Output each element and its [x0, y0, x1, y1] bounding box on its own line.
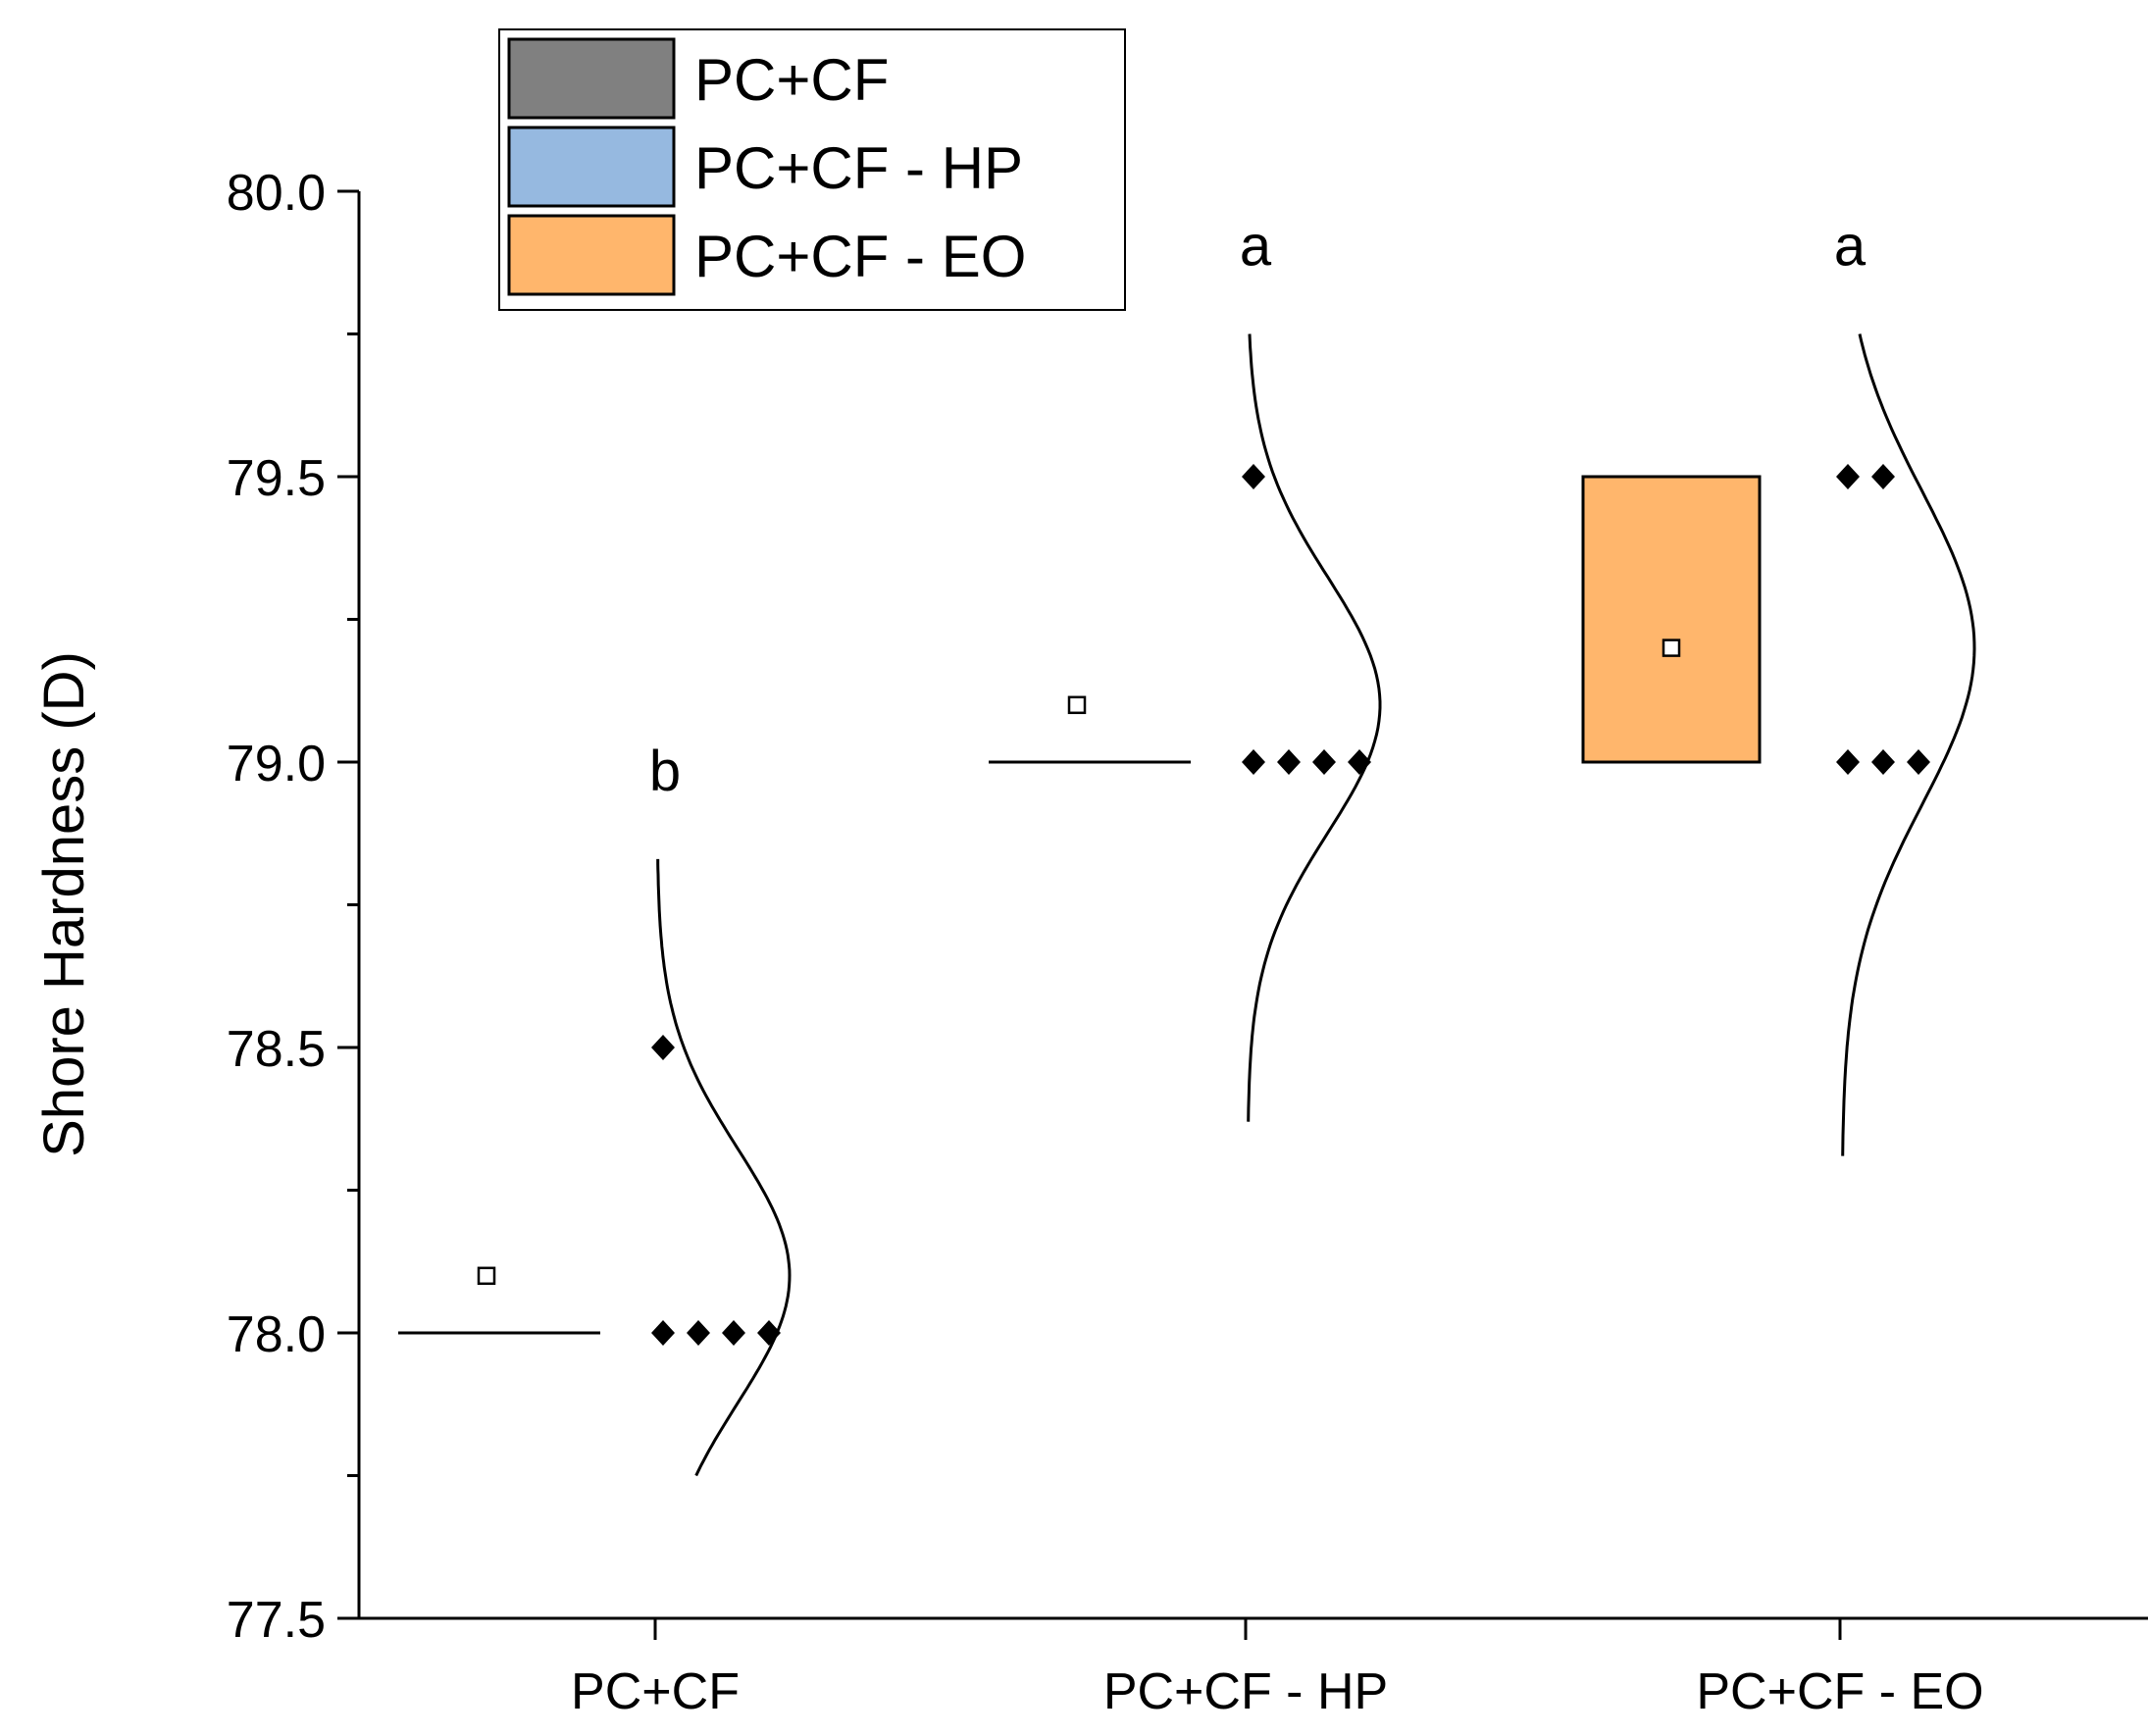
legend-label: PC+CF - HP	[694, 135, 1023, 201]
x-ticks: PC+CF PC+CF - HP PC+CF - EO	[571, 1618, 1984, 1720]
data-point	[1242, 464, 1265, 489]
y-tick-label: 79.5	[227, 450, 326, 507]
legend-label: PC+CF - EO	[694, 224, 1026, 289]
group-3: a	[1581, 215, 1976, 1156]
data-point	[1836, 464, 1860, 489]
x-tick-label: PC+CF - EO	[1696, 1663, 1983, 1720]
legend-swatch	[507, 214, 676, 296]
y-tick-label: 80.0	[227, 165, 326, 222]
data-point	[1871, 749, 1895, 775]
data-point	[1242, 749, 1265, 775]
legend-label: PC+CF	[694, 47, 889, 113]
data-point	[651, 1320, 675, 1346]
data-point	[1907, 749, 1930, 775]
y-axis-title: Shore Hardness (D)	[32, 651, 96, 1157]
mean-marker	[1067, 695, 1087, 715]
significance-letter: b	[649, 740, 681, 803]
legend-swatch	[507, 37, 676, 120]
y-tick-label: 78.5	[227, 1021, 326, 1078]
y-ticks: 77.5 78.0 78.5 79.0 79.5 80.0	[227, 165, 359, 1649]
data-point	[1277, 749, 1301, 775]
data-point	[1836, 749, 1860, 775]
data-point	[651, 1035, 675, 1060]
x-tick-label: PC+CF	[571, 1663, 740, 1720]
y-tick-label: 79.0	[227, 736, 326, 792]
mean-marker	[1662, 638, 1681, 657]
group-2: a	[989, 215, 1382, 1122]
distribution-curve	[656, 858, 792, 1477]
legend: PC+CF PC+CF - HP PC+CF - EO	[498, 28, 1126, 311]
group-1: b	[398, 740, 792, 1477]
x-tick-label: PC+CF - HP	[1103, 1663, 1388, 1720]
data-point	[1871, 464, 1895, 489]
y-tick-label: 78.0	[227, 1306, 326, 1363]
significance-letter: a	[1240, 215, 1272, 279]
significance-letter: a	[1834, 215, 1867, 279]
data-point	[687, 1320, 710, 1346]
distribution-curve	[1247, 333, 1382, 1122]
groups: b a a	[398, 215, 1976, 1477]
legend-swatch	[507, 126, 676, 208]
axes: 77.5 78.0 78.5 79.0 79.5 80.0 PC+CF PC+CF - HP…	[32, 165, 2148, 1720]
data-point	[1312, 749, 1336, 775]
data-point	[722, 1320, 745, 1346]
distribution-curve	[1841, 333, 1976, 1156]
box	[1581, 475, 1762, 764]
y-tick-label: 77.5	[227, 1592, 326, 1649]
mean-marker	[477, 1266, 496, 1286]
